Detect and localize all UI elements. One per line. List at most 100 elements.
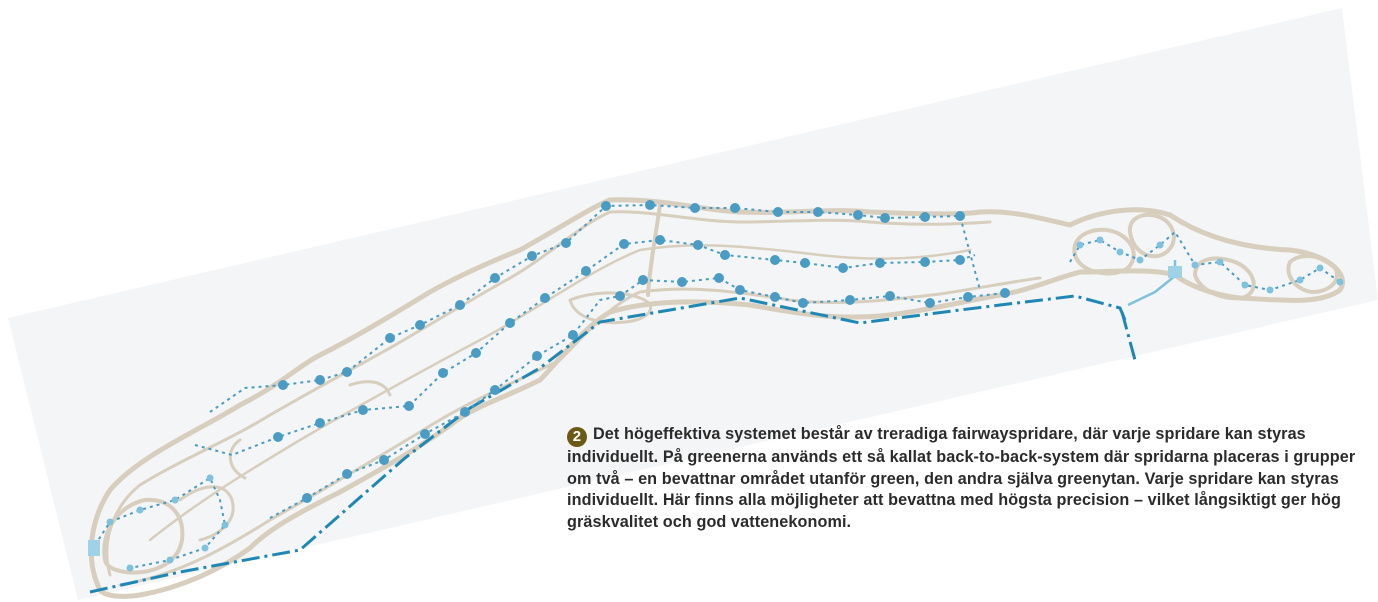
sprinkler-dot-icon <box>645 200 655 210</box>
sprinkler-dot-icon <box>615 291 625 301</box>
sprinkler-dot-icon <box>455 300 465 310</box>
sprinkler-dot-icon <box>735 285 745 295</box>
lateral-row-middle <box>194 238 976 457</box>
sprinkler-dot-icon <box>342 367 352 377</box>
sprinkler-dot-icon <box>385 333 395 343</box>
sprinkler-dot-icon <box>920 212 930 222</box>
sprinkler-dot-icon <box>505 318 515 328</box>
sprinkler-dot-icon <box>221 521 229 529</box>
sprinkler-heads <box>273 200 1010 503</box>
sprinkler-dot-icon <box>206 474 214 482</box>
sprinkler-dot-icon <box>166 556 174 564</box>
sprinkler-dot-icon <box>677 277 687 287</box>
tee-area-left <box>102 497 185 575</box>
sprinkler-dot-icon <box>601 201 611 211</box>
sprinkler-dot-icon <box>885 291 895 301</box>
sprinkler-dot-icon <box>925 298 935 308</box>
sprinkler-dot-icon <box>770 255 780 265</box>
sprinkler-dot-icon <box>800 258 810 268</box>
sprinkler-dot-icon <box>638 275 648 285</box>
sprinkler-dot-icon <box>126 564 134 572</box>
green-right-4 <box>1286 254 1339 294</box>
pump-station-icon <box>88 540 100 556</box>
sprinkler-dot-icon <box>315 418 325 428</box>
sprinkler-dot-icon <box>379 455 389 465</box>
sprinkler-dot-icon <box>490 273 500 283</box>
sprinkler-dot-icon <box>770 292 780 302</box>
sprinkler-dot-icon <box>1336 278 1344 286</box>
sprinkler-dot-icon <box>1096 236 1104 244</box>
bunker-mid-3 <box>229 438 247 480</box>
sprinkler-dot-icon <box>106 518 114 526</box>
green-sprinklers <box>106 236 1344 572</box>
number-badge-icon: 2 <box>567 427 587 447</box>
lateral-row-top <box>209 203 981 413</box>
sprinkler-dot-icon <box>693 240 703 250</box>
green-right-2 <box>1127 212 1176 259</box>
sprinkler-dot-icon <box>1266 286 1274 294</box>
sprinkler-dot-icon <box>342 469 352 479</box>
sprinkler-dot-icon <box>714 273 724 283</box>
sprinkler-dot-icon <box>136 506 144 514</box>
sprinkler-dot-icon <box>880 213 890 223</box>
sprinkler-dot-icon <box>568 330 578 340</box>
sprinkler-dot-icon <box>527 251 537 261</box>
sprinkler-dot-icon <box>955 211 965 221</box>
sprinkler-dot-icon <box>415 320 425 330</box>
sprinkler-dot-icon <box>1296 276 1304 284</box>
sprinkler-dot-icon <box>532 351 542 361</box>
sprinkler-dot-icon <box>813 207 823 217</box>
fairway-inner-boundary-1 <box>105 210 992 577</box>
sprinkler-dot-icon <box>875 258 885 268</box>
sprinkler-dot-icon <box>798 298 808 308</box>
sprinkler-dot-icon <box>1076 241 1084 249</box>
sprinkler-dot-icon <box>581 266 591 276</box>
sprinkler-dot-icon <box>963 292 973 302</box>
main-pipe-outlet <box>1120 311 1137 361</box>
tee-area-left-inner <box>178 485 235 542</box>
sprinkler-dot-icon <box>690 203 700 213</box>
lateral-right-greens <box>1069 230 1341 292</box>
main-supply-pipe <box>89 294 1137 594</box>
pump-station-icon <box>1168 266 1182 278</box>
sprinkler-dot-icon <box>853 210 863 220</box>
sprinkler-dot-icon <box>420 429 430 439</box>
green-right-1 <box>1072 227 1136 276</box>
sprinkler-dot-icon <box>1136 256 1144 264</box>
sprinkler-dot-icon <box>838 263 848 273</box>
sprinkler-dot-icon <box>460 407 470 417</box>
sprinkler-dot-icon <box>358 405 368 415</box>
dogleg-connector <box>646 203 662 297</box>
sprinkler-dot-icon <box>619 239 629 249</box>
bunker-mid-2 <box>348 380 392 397</box>
green-right-3 <box>1193 256 1256 301</box>
sprinkler-dot-icon <box>1241 281 1249 289</box>
caption-text: Det högeffektiva systemet består av trer… <box>567 425 1356 531</box>
sprinkler-dot-icon <box>438 368 448 378</box>
sprinkler-dot-icon <box>1191 261 1199 269</box>
sprinkler-dot-icon <box>171 496 179 504</box>
sprinkler-dot-icon <box>1216 258 1224 266</box>
lateral-loop-left <box>94 476 227 569</box>
sprinkler-dot-icon <box>1116 248 1124 256</box>
bunker-mid-1 <box>568 291 653 325</box>
turf-outlines <box>88 197 1345 599</box>
lateral-row-bottom <box>269 276 1006 519</box>
sprinkler-dot-icon <box>201 544 209 552</box>
sprinkler-dot-icon <box>278 380 288 390</box>
sprinkler-dot-icon <box>730 203 740 213</box>
sprinkler-dot-icon <box>404 401 414 411</box>
fairway-center-line <box>148 244 972 542</box>
lateral-lines <box>94 203 1341 569</box>
sprinkler-dot-icon <box>773 207 783 217</box>
caption-block: 2 Det högeffektiva systemet består av tre… <box>567 424 1357 533</box>
sprinkler-dot-icon <box>302 493 312 503</box>
sprinkler-dot-icon <box>471 348 481 358</box>
sprinkler-dot-icon <box>1156 241 1164 249</box>
sprinkler-dot-icon <box>490 385 500 395</box>
sprinkler-dot-icon <box>1000 288 1010 298</box>
sprinkler-dot-icon <box>955 255 965 265</box>
sprinkler-dot-icon <box>1316 264 1324 272</box>
main-pipe-lower <box>89 294 1127 594</box>
